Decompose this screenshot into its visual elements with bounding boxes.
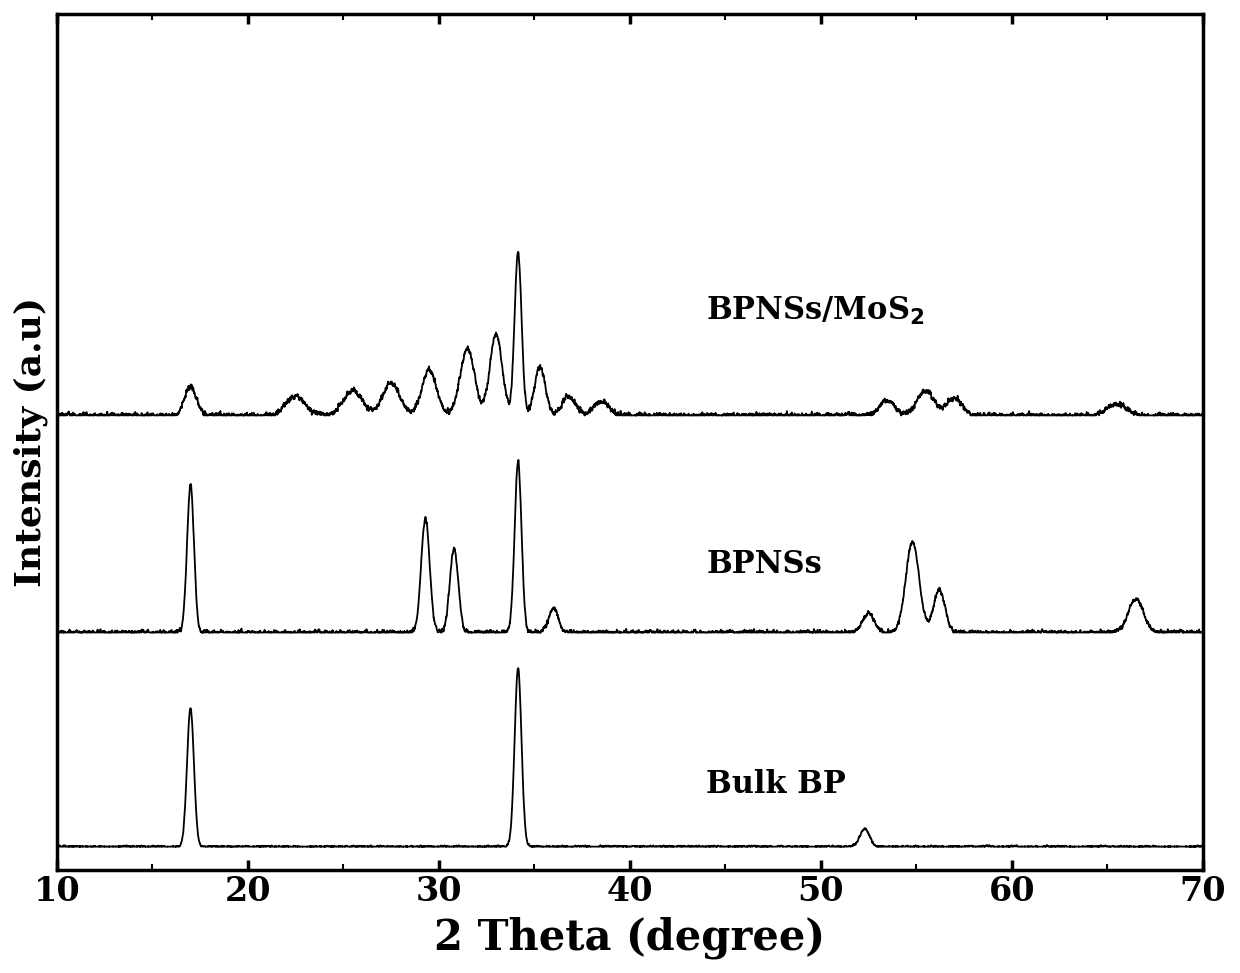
Y-axis label: Intensity (a.u): Intensity (a.u) (14, 297, 48, 588)
X-axis label: 2 Theta (degree): 2 Theta (degree) (434, 917, 826, 959)
Text: Bulk BP: Bulk BP (707, 769, 846, 800)
Text: BPNSs: BPNSs (707, 549, 822, 580)
Text: BPNSs/MoS$_\mathbf{2}$: BPNSs/MoS$_\mathbf{2}$ (707, 295, 925, 327)
